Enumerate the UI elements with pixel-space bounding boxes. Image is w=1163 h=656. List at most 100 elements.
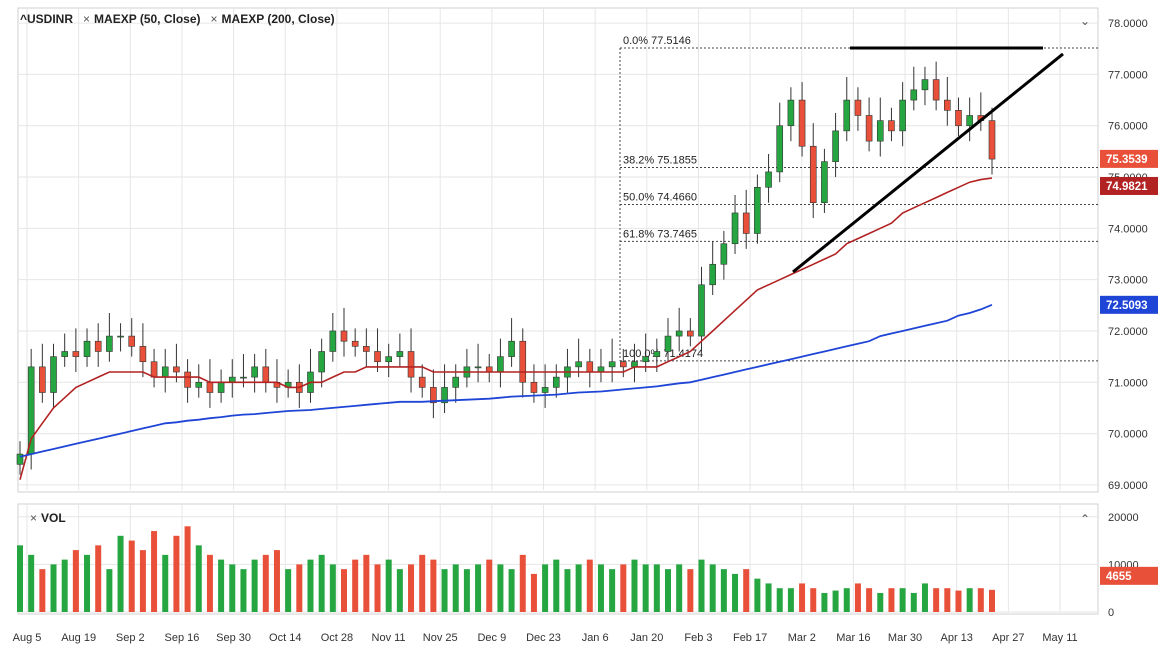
volume-bar [989,589,995,612]
ma200-badge-bg [1100,295,1158,314]
x-tick-label: Jan 20 [630,632,663,644]
ma50-badge-bg [1100,176,1158,195]
volume-bar [28,554,35,612]
volume-bar [720,569,727,612]
volume-bar [463,569,470,612]
volume-bar [676,564,683,612]
volume-bar [218,559,225,612]
volume-bar [698,559,705,612]
x-tick-label: Feb 3 [684,632,712,644]
candle-body [139,346,147,363]
candle-body [106,335,113,352]
candle-body [474,366,482,369]
candle-body [742,212,750,234]
volume-bar [575,564,582,612]
close-icon[interactable]: × [83,12,91,26]
y-tick-label: 71.0000 [1108,377,1148,389]
collapse-price-pane-chevron-down-icon[interactable]: ⌄ [1080,14,1091,28]
symbol-label[interactable]: ^USDINR [20,12,74,26]
volume-bar [832,590,839,612]
x-tick-label: Oct 14 [269,632,301,644]
candle-body [262,366,270,383]
candle-body [184,371,191,388]
volume-bar [910,592,917,612]
volume-bar [888,588,895,612]
candle-body [329,330,337,352]
candle-body [854,99,862,116]
volume-bar [586,559,593,612]
candle-body [809,145,817,203]
volume-bar [564,569,571,612]
ma2-legend: × MAEXP (200, Close) [211,12,335,26]
volume-bar [899,588,906,612]
volume-bar [732,573,739,612]
volume-bar [519,554,526,612]
volume-bar [341,569,347,612]
candle-body [899,99,906,132]
y-tick-label: 73.0000 [1108,275,1148,287]
volume-bar [229,564,236,612]
volume-bar [396,569,403,612]
volume-bar [17,545,23,612]
candle-body [687,330,694,337]
candle-body [675,330,683,337]
x-tick-label: May 11 [1042,632,1077,644]
volume-bar [173,535,180,612]
candle-body [709,263,716,286]
candle-body [430,387,437,404]
volume-bar [162,554,169,612]
x-tick-label: Mar 16 [836,632,870,644]
volume-label[interactable]: VOL [41,511,66,525]
candle-body [418,376,426,388]
volume-bar [296,564,303,612]
volume-bar [542,564,549,612]
volume-bar [475,564,482,612]
volume-bar [139,550,146,612]
collapse-volume-pane-chevron-up-icon[interactable]: ⌃ [1080,512,1091,526]
volume-bar [240,569,247,612]
candle-body [39,366,46,393]
volume-bar [307,559,314,612]
ma1-label[interactable]: MAEXP (50, Close) [94,12,201,26]
candle-body [150,361,158,378]
volume-bar [955,590,962,612]
fib-level-label: 100.0% 71.4174 [623,348,703,360]
y-tick-label: 74.0000 [1108,223,1148,235]
volume-bar [921,583,928,612]
legend: ^USDINR × MAEXP (50, Close) × MAEXP (200, … [20,12,335,26]
candle-body [195,381,203,388]
candle-body [497,356,504,373]
volume-bar [933,588,940,612]
candle-body [161,366,169,378]
x-tick-label: Apr 13 [940,632,972,644]
volume-bar [50,564,57,612]
volume-bar [61,559,68,612]
fib-level-label: 0.0% 77.5146 [623,35,691,47]
volume-bar [553,559,560,612]
volume-bar [318,554,325,612]
volume-bar [665,569,671,612]
volume-bar [385,559,392,612]
volume-bar [821,592,828,612]
candle-body [240,376,247,379]
volume-bar [39,569,46,612]
volume-bar [408,564,415,612]
volume-bar [419,554,426,612]
volume-bar [497,564,504,612]
volume-bar [206,554,213,612]
volume-bar [486,559,493,612]
candle-body [441,387,448,404]
volume-bar [810,588,817,612]
candle-body [832,130,839,162]
x-tick-label: Jan 6 [582,632,609,644]
volume-bar [620,564,627,612]
candle-body [698,284,705,337]
close-icon[interactable]: × [30,511,38,525]
ma2-label[interactable]: MAEXP (200, Close) [221,12,335,26]
candle-body [575,361,582,368]
candle-body [173,366,180,373]
volume-bar [754,578,761,612]
candle-body [128,335,136,347]
close-icon[interactable]: × [210,12,218,26]
